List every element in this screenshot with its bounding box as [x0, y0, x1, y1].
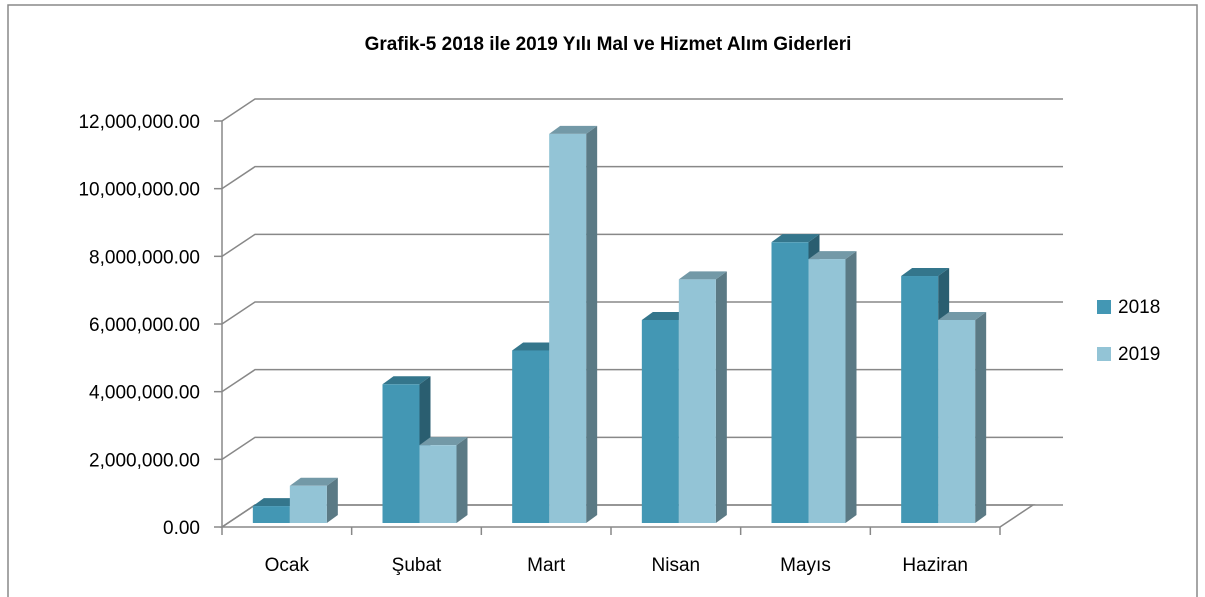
- bar-top: [938, 312, 987, 320]
- bar: [678, 271, 727, 523]
- x-tick-label: Mart: [527, 555, 566, 576]
- bar-front: [289, 485, 327, 523]
- x-tick-label: Nisan: [652, 555, 701, 576]
- bar-front: [901, 276, 939, 523]
- x-tick-label: Ocak: [265, 555, 310, 576]
- y-tick-label: 10,000,000.00: [78, 180, 200, 201]
- bar-side: [975, 312, 987, 523]
- bar-top: [641, 312, 690, 320]
- bar: [419, 437, 468, 523]
- bar-side: [326, 477, 338, 523]
- bar-front: [382, 384, 420, 523]
- legend-label: 2018: [1118, 297, 1160, 318]
- bar-side: [715, 271, 727, 523]
- bar-front: [252, 506, 290, 523]
- y-tick-label: 4,000,000.00: [89, 383, 200, 404]
- bar-side: [845, 251, 857, 523]
- legend-swatch: [1097, 300, 1111, 314]
- bar-side: [456, 437, 468, 523]
- grid-line: [221, 98, 1063, 122]
- bar-front: [771, 242, 809, 523]
- bar: [289, 477, 338, 523]
- bar: [938, 312, 987, 523]
- bar: [549, 125, 598, 524]
- x-tick-label: Haziran: [902, 555, 967, 576]
- bar-front: [419, 445, 457, 523]
- bar-top: [252, 498, 301, 507]
- chart-title: Grafik-5 2018 ile 2019 Yılı Mal ve Hizme…: [365, 34, 852, 55]
- bar-top: [549, 125, 598, 134]
- x-tick-label: Şubat: [392, 555, 442, 576]
- bar-top: [382, 376, 431, 385]
- bar-front: [512, 350, 550, 523]
- y-tick-label: 12,000,000.00: [78, 112, 200, 133]
- grid-line: [221, 165, 1063, 190]
- y-tick-label: 0.00: [163, 518, 200, 539]
- bar-front: [641, 320, 679, 523]
- legend-swatch: [1097, 347, 1111, 361]
- bar-top: [808, 251, 857, 260]
- y-tick-label: 2,000,000.00: [89, 450, 200, 471]
- bar-front: [808, 259, 846, 523]
- y-tick-label: 6,000,000.00: [89, 315, 200, 336]
- y-tick-label: 8,000,000.00: [89, 247, 200, 268]
- bar-front: [678, 279, 716, 523]
- bar-top: [678, 271, 727, 280]
- x-tick-label: Mayıs: [780, 555, 831, 576]
- bar-top: [512, 342, 561, 351]
- bar-front: [938, 320, 976, 523]
- chart-frame: [7, 4, 1198, 597]
- bar: [808, 251, 857, 523]
- bar-top: [771, 234, 820, 243]
- bar-front: [549, 133, 587, 523]
- bar-top: [901, 268, 950, 277]
- bar-top: [419, 437, 468, 446]
- legend-label: 2019: [1118, 344, 1160, 365]
- bar-top: [289, 477, 338, 486]
- bar-side: [586, 125, 598, 524]
